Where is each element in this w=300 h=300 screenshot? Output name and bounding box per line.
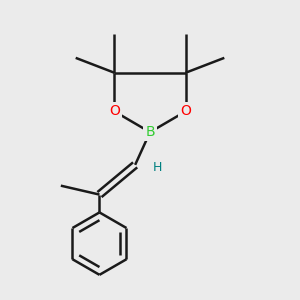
Text: O: O (109, 104, 120, 118)
Text: H: H (153, 161, 162, 174)
Text: B: B (145, 125, 155, 139)
Text: O: O (180, 104, 191, 118)
